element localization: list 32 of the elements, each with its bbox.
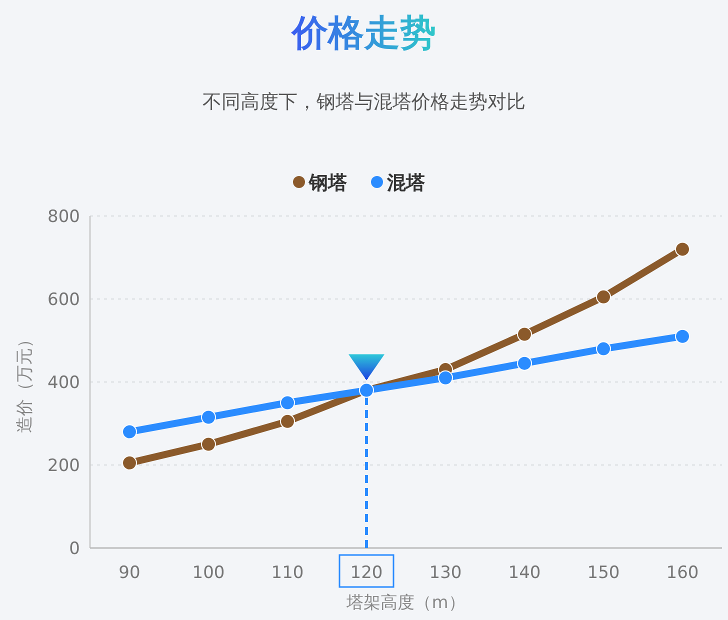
y-tick-label: 0 bbox=[69, 539, 80, 559]
point bbox=[201, 436, 216, 452]
x-tick-label: 130 bbox=[429, 563, 462, 583]
x-tick-label: 140 bbox=[508, 563, 541, 583]
x-tick-label: 160 bbox=[666, 563, 699, 583]
legend-label: 混塔 bbox=[386, 172, 426, 194]
x-tick-label: 150 bbox=[587, 563, 620, 583]
x-tick-label: 100 bbox=[192, 563, 225, 583]
legend-label: 钢塔 bbox=[308, 172, 348, 194]
y-tick-label: 600 bbox=[48, 290, 80, 310]
point bbox=[517, 356, 532, 371]
point bbox=[122, 455, 137, 470]
x-axis-title: 塔架高度（m） bbox=[346, 593, 466, 613]
y-tick-label: 200 bbox=[48, 456, 80, 476]
point bbox=[596, 341, 611, 356]
x-tick-label: 90 bbox=[118, 563, 140, 583]
point bbox=[517, 326, 532, 342]
point bbox=[280, 414, 295, 429]
x-tick-label: 120 bbox=[350, 563, 383, 583]
point bbox=[675, 328, 690, 344]
y-tick-label: 400 bbox=[48, 373, 80, 393]
point bbox=[201, 410, 216, 425]
point bbox=[438, 370, 453, 386]
point bbox=[122, 424, 137, 440]
point bbox=[280, 395, 295, 410]
point bbox=[675, 242, 690, 257]
y-tick-label: 800 bbox=[48, 207, 80, 227]
x-tick-label: 110 bbox=[271, 563, 304, 583]
point bbox=[596, 289, 611, 304]
chart-subtitle: 不同高度下，钢塔与混塔价格走势对比 bbox=[202, 91, 526, 113]
y-axis-title: 造价（万元） bbox=[15, 331, 35, 433]
chart-title: 价格走势 bbox=[290, 13, 436, 54]
